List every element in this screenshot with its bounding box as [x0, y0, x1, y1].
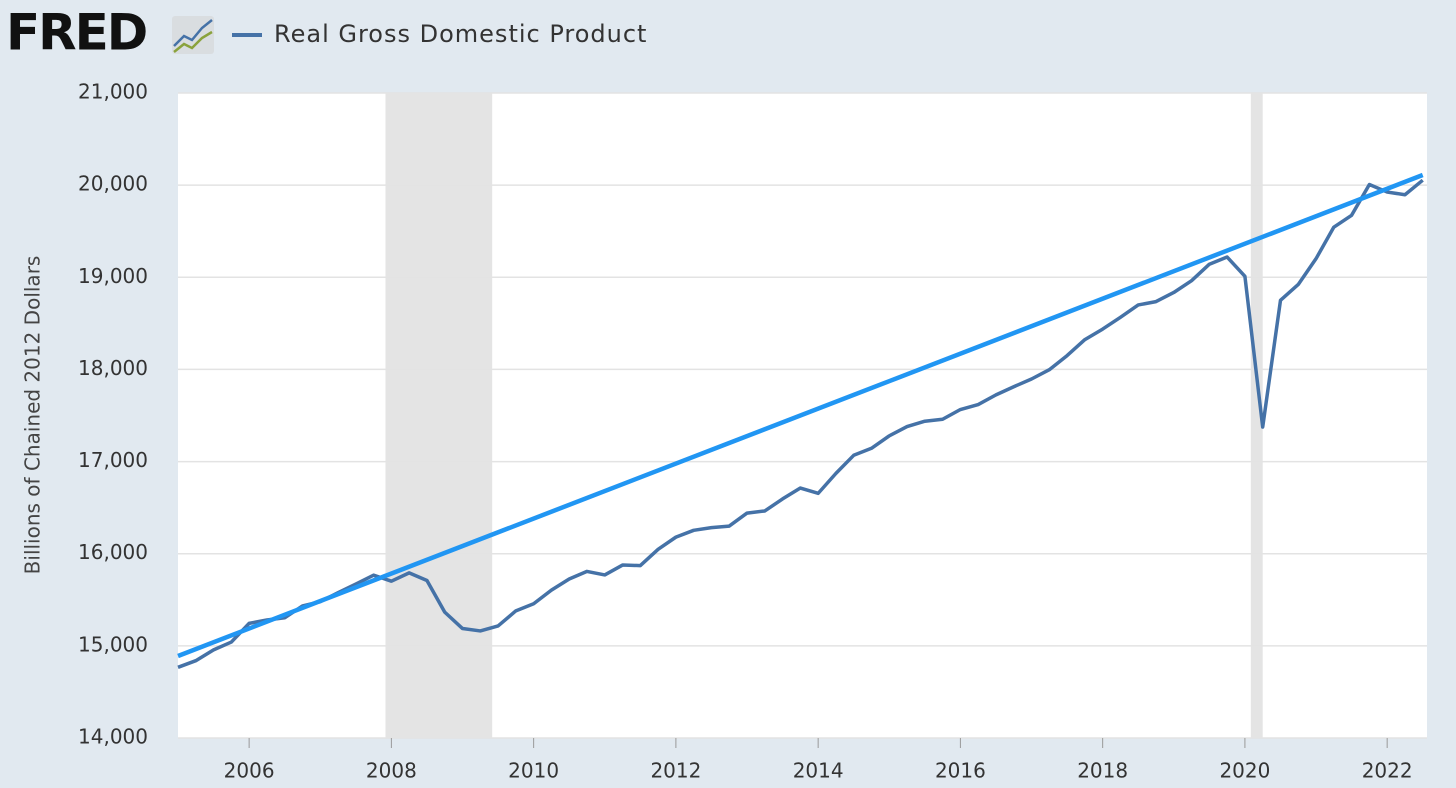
x-tick-label: 2014 [793, 759, 844, 783]
y-tick-label: 16,000 [78, 540, 148, 564]
x-tick-label: 2022 [1362, 759, 1413, 783]
y-tick-label: 14,000 [78, 725, 148, 749]
y-tick-label: 19,000 [78, 264, 148, 288]
x-tick-label: 2008 [366, 759, 417, 783]
y-tick-label: 18,000 [78, 356, 148, 380]
y-tick-label: 20,000 [78, 172, 148, 196]
series-line [177, 178, 1424, 669]
x-tick-label: 2020 [1219, 759, 1270, 783]
y-tick-label: 21,000 [78, 80, 148, 104]
x-tick-label: 2012 [650, 759, 701, 783]
x-tick-label: 2010 [508, 759, 559, 783]
y-axis-title: Billions of Chained 2012 Dollars [21, 256, 45, 575]
x-tick-label: 2016 [935, 759, 986, 783]
recession-band [1250, 93, 1263, 738]
logo: FRED [6, 4, 146, 62]
y-tick-label: 15,000 [78, 632, 148, 656]
legend-label: Real Gross Domestic Product [274, 20, 647, 48]
x-tick-label: 2006 [224, 759, 275, 783]
trend-line [177, 172, 1424, 659]
logo-icon [172, 16, 214, 54]
recession-band [385, 93, 493, 738]
y-tick-label: 17,000 [78, 448, 148, 472]
x-tick-label: 2018 [1077, 759, 1128, 783]
